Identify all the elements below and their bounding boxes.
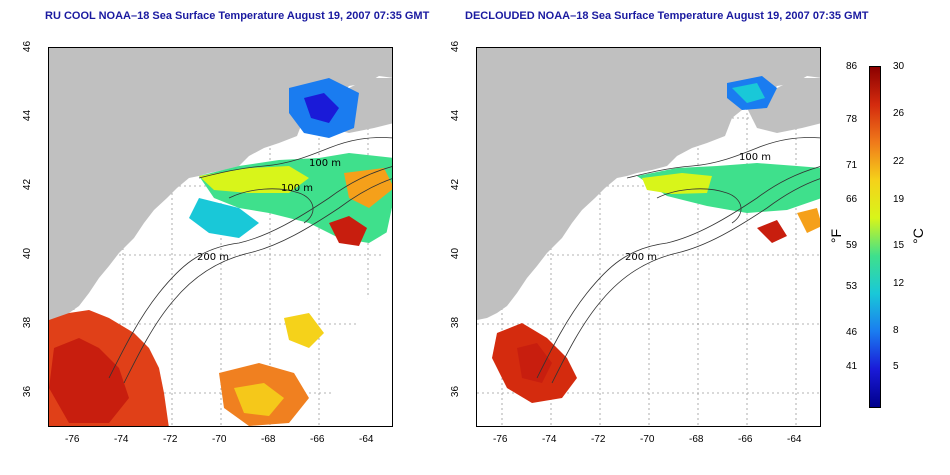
lat-tick: 44 bbox=[22, 109, 34, 122]
lat-tick: 42 bbox=[22, 178, 34, 191]
c-tick: 8 bbox=[893, 325, 899, 336]
bathymetry-contours bbox=[108, 137, 392, 384]
lon-tick: -68 bbox=[689, 434, 704, 445]
yellow-shelf-band bbox=[199, 166, 309, 193]
lat-tick: 40 bbox=[450, 247, 462, 260]
warm-core-ring bbox=[757, 220, 787, 243]
lon-tick: -76 bbox=[493, 434, 508, 445]
coldest-water bbox=[304, 93, 339, 123]
warm-patch-east bbox=[344, 168, 392, 208]
contour-label: 100 m bbox=[281, 183, 313, 194]
c-tick: 30 bbox=[893, 61, 905, 72]
lon-tick: -64 bbox=[787, 434, 802, 445]
warm-spot-mid bbox=[284, 313, 324, 348]
hot-core-south bbox=[49, 338, 129, 423]
lat-tick: 42 bbox=[450, 178, 462, 191]
lon-tick: -64 bbox=[359, 434, 374, 445]
lon-tick: -70 bbox=[640, 434, 655, 445]
lon-tick: -76 bbox=[65, 434, 80, 445]
lat-tick: 46 bbox=[22, 40, 34, 53]
f-tick: 46 bbox=[846, 327, 858, 338]
c-tick: 22 bbox=[893, 156, 905, 167]
fahrenheit-unit: °F bbox=[828, 228, 845, 244]
f-tick: 53 bbox=[846, 281, 858, 292]
cool-patch-shelf bbox=[189, 198, 259, 238]
hot-core-south bbox=[517, 343, 552, 383]
left-panel-title: RU COOL NOAA–18 Sea Surface Temperature … bbox=[45, 10, 430, 22]
c-tick: 12 bbox=[893, 278, 905, 289]
temperature-colorbar bbox=[869, 66, 881, 408]
warm-core-ring bbox=[329, 216, 367, 246]
cool-patch-north bbox=[732, 83, 765, 103]
lon-tick: -68 bbox=[261, 434, 276, 445]
lat-tick: 36 bbox=[450, 385, 462, 398]
right-panel-title: DECLOUDED NOAA–18 Sea Surface Temperatur… bbox=[465, 10, 869, 22]
lon-tick: -66 bbox=[738, 434, 753, 445]
contour-label: 100 m bbox=[739, 152, 771, 163]
lon-tick: -70 bbox=[212, 434, 227, 445]
lat-tick: 38 bbox=[22, 316, 34, 329]
c-tick: 26 bbox=[893, 108, 905, 119]
lat-tick: 36 bbox=[22, 385, 34, 398]
swath-edge-nodata bbox=[319, 207, 392, 426]
lon-tick: -74 bbox=[542, 434, 557, 445]
lat-tick: 40 bbox=[22, 247, 34, 260]
contour-label: 100 m bbox=[309, 158, 341, 169]
nova-scotia-land bbox=[747, 78, 820, 133]
f-tick: 86 bbox=[846, 61, 858, 72]
land-mass bbox=[477, 48, 820, 320]
lat-tick: 46 bbox=[450, 40, 462, 53]
lon-tick: -66 bbox=[310, 434, 325, 445]
lon-tick: -74 bbox=[114, 434, 129, 445]
f-tick: 71 bbox=[846, 160, 858, 171]
bathymetry-contours bbox=[536, 137, 820, 384]
warm-patch-east bbox=[797, 208, 820, 233]
f-tick: 59 bbox=[846, 240, 858, 251]
c-tick: 19 bbox=[893, 194, 905, 205]
celsius-unit: °C bbox=[909, 228, 926, 244]
c-tick: 15 bbox=[893, 240, 905, 251]
lon-tick: -72 bbox=[591, 434, 606, 445]
contour-label: 200 m bbox=[625, 252, 657, 263]
lat-tick: 44 bbox=[450, 109, 462, 122]
f-tick: 66 bbox=[846, 194, 858, 205]
lon-tick: -72 bbox=[163, 434, 178, 445]
raw-sst-map: 100 m 100 m 200 m bbox=[48, 47, 393, 427]
contour-label: 200 m bbox=[197, 252, 229, 263]
c-tick: 5 bbox=[893, 361, 899, 372]
f-tick: 78 bbox=[846, 114, 858, 125]
lat-tick: 38 bbox=[450, 316, 462, 329]
declouded-sst-map: 100 m 200 m bbox=[476, 47, 821, 427]
f-tick: 41 bbox=[846, 361, 858, 372]
warm-eddy-core bbox=[234, 383, 284, 416]
